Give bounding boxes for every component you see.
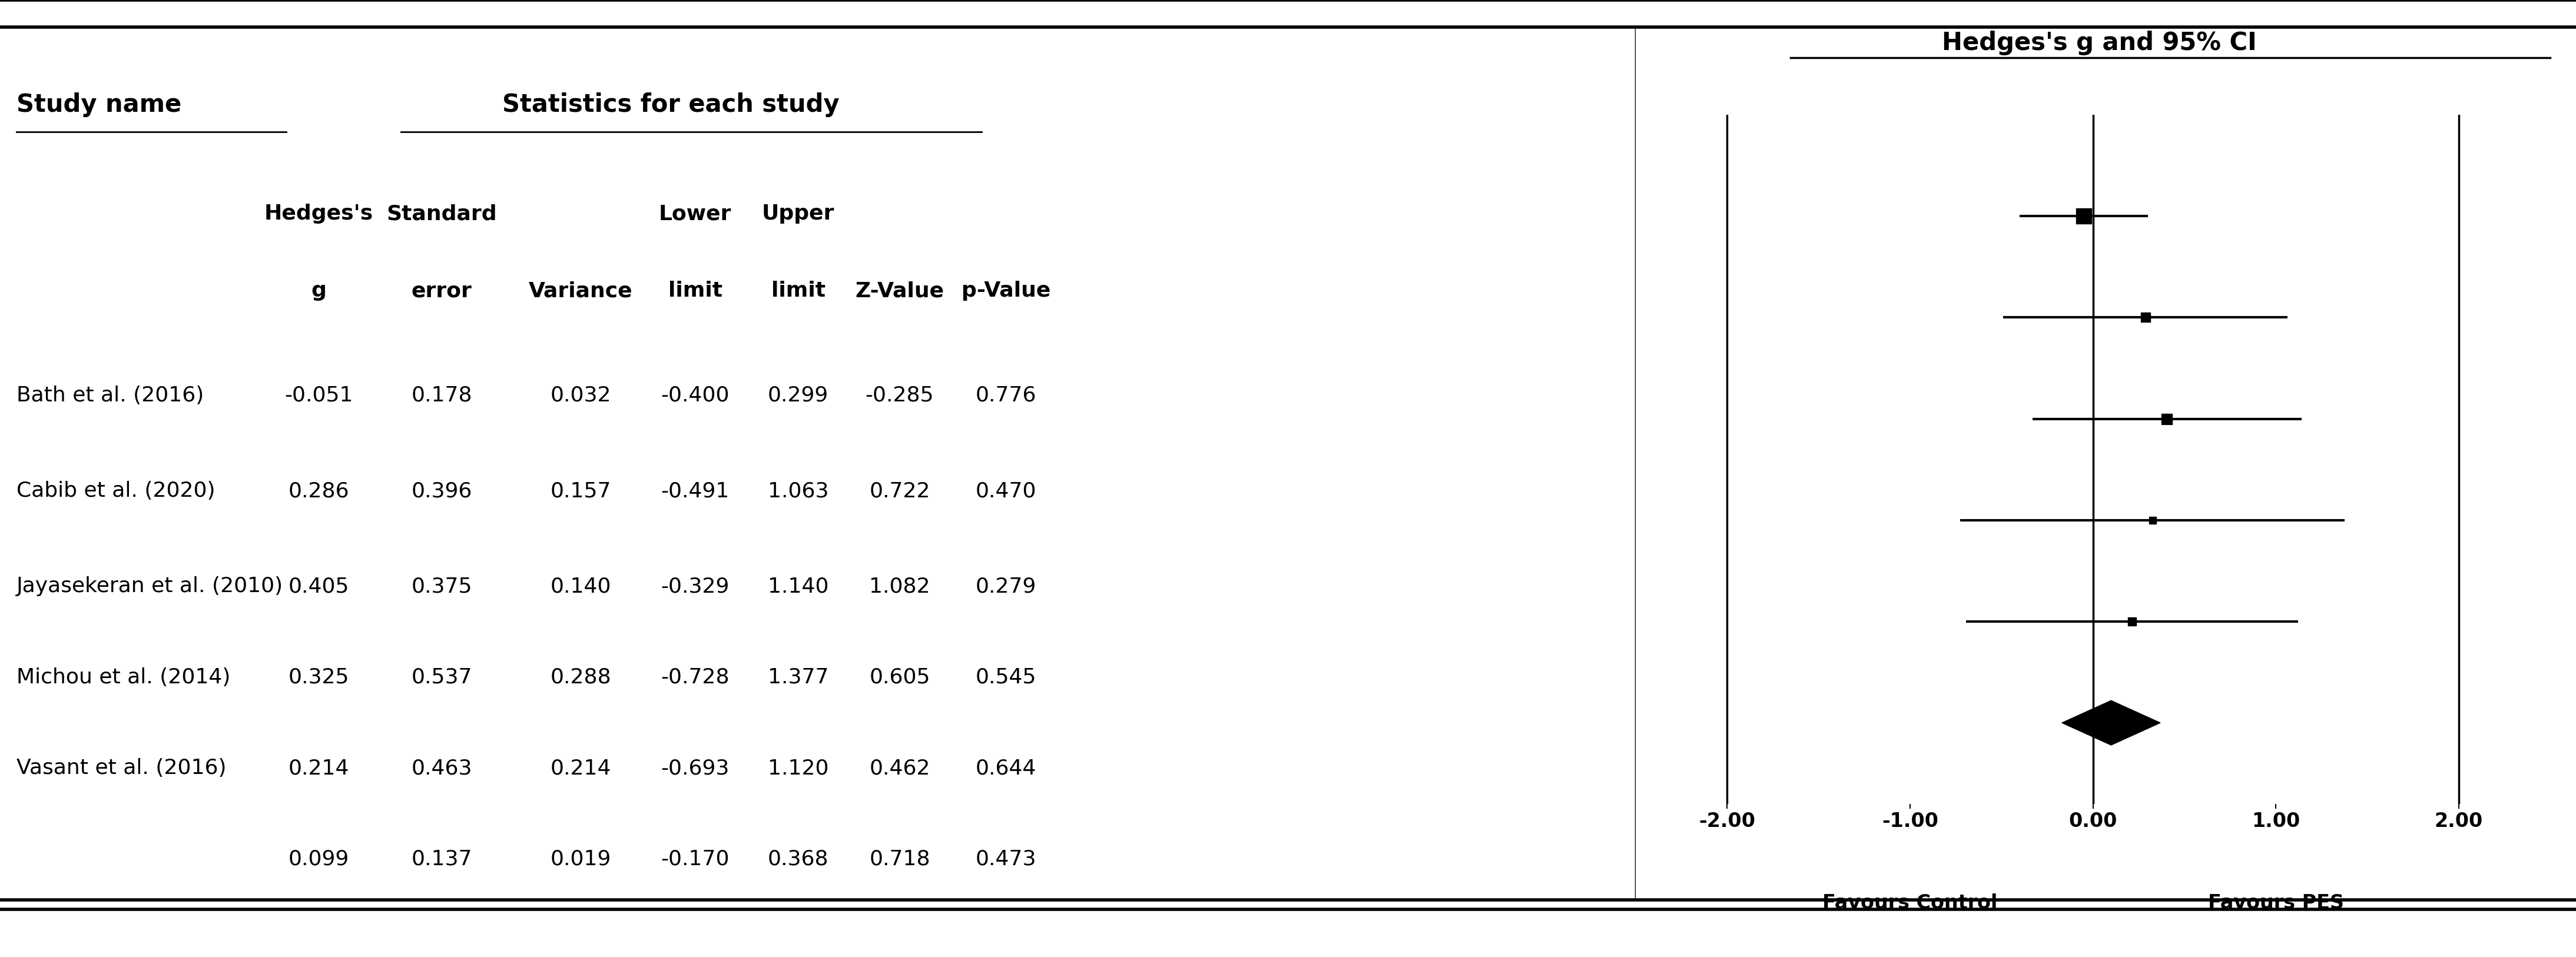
Text: 0.099: 0.099 — [289, 849, 350, 869]
Text: 0.644: 0.644 — [976, 758, 1036, 778]
Text: p-Value: p-Value — [961, 281, 1051, 300]
Text: -0.491: -0.491 — [662, 481, 729, 501]
Text: 1.063: 1.063 — [768, 481, 829, 501]
Text: Standard: Standard — [386, 204, 497, 224]
Text: 1.120: 1.120 — [768, 758, 829, 778]
Text: 0.718: 0.718 — [868, 849, 930, 869]
Text: Z-Value: Z-Value — [855, 281, 945, 300]
Text: Jayasekeran et al. (2010): Jayasekeran et al. (2010) — [15, 576, 283, 596]
Text: 0.473: 0.473 — [976, 849, 1036, 869]
Text: 0.375: 0.375 — [412, 576, 471, 596]
Text: 0.462: 0.462 — [868, 758, 930, 778]
Point — [2146, 412, 2187, 427]
Text: Favours Control: Favours Control — [1824, 894, 1996, 913]
Text: Michou et al. (2014): Michou et al. (2014) — [15, 667, 229, 687]
Point — [2133, 513, 2174, 528]
Text: limit: limit — [770, 281, 824, 300]
Text: Lower: Lower — [659, 204, 732, 224]
Text: -0.051: -0.051 — [286, 386, 353, 406]
Text: 0.178: 0.178 — [412, 386, 471, 406]
Text: 0.545: 0.545 — [976, 667, 1036, 687]
Point — [2063, 209, 2105, 224]
Text: Upper: Upper — [762, 204, 835, 224]
Text: 0.288: 0.288 — [551, 667, 611, 687]
Text: 0.776: 0.776 — [976, 386, 1036, 406]
Text: 0.722: 0.722 — [868, 481, 930, 501]
Text: -0.693: -0.693 — [662, 758, 729, 778]
Text: 0.140: 0.140 — [551, 576, 611, 596]
Text: 0.019: 0.019 — [551, 849, 611, 869]
Text: -0.285: -0.285 — [866, 386, 935, 406]
Text: -0.400: -0.400 — [662, 386, 729, 406]
Text: Favours PES: Favours PES — [2208, 894, 2344, 913]
Polygon shape — [2061, 701, 2161, 746]
Text: 1.377: 1.377 — [768, 667, 829, 687]
Text: Hedges's: Hedges's — [265, 204, 374, 224]
Text: Cabib et al. (2020): Cabib et al. (2020) — [15, 481, 214, 501]
Text: limit: limit — [667, 281, 721, 300]
Text: 0.286: 0.286 — [289, 481, 350, 501]
Text: 0.396: 0.396 — [412, 481, 471, 501]
Text: 0.463: 0.463 — [412, 758, 471, 778]
Text: 1.140: 1.140 — [768, 576, 829, 596]
Text: Study name: Study name — [15, 92, 180, 117]
Text: Hedges's g and 95% CI: Hedges's g and 95% CI — [1942, 31, 2257, 56]
Text: -0.728: -0.728 — [662, 667, 729, 687]
Text: 0.299: 0.299 — [768, 386, 829, 406]
Text: 0.605: 0.605 — [868, 667, 930, 687]
Text: 0.214: 0.214 — [289, 758, 350, 778]
Text: Bath et al. (2016): Bath et al. (2016) — [15, 386, 204, 406]
Point — [2112, 613, 2154, 629]
Text: g: g — [312, 281, 327, 300]
Text: 0.470: 0.470 — [976, 481, 1036, 501]
Text: Statistics for each study: Statistics for each study — [502, 92, 840, 117]
Text: 0.405: 0.405 — [289, 576, 350, 596]
Text: 0.032: 0.032 — [551, 386, 611, 406]
Text: Vasant et al. (2016): Vasant et al. (2016) — [15, 758, 227, 778]
Text: Variance: Variance — [528, 281, 634, 300]
Text: 0.325: 0.325 — [289, 667, 350, 687]
Text: 0.368: 0.368 — [768, 849, 829, 869]
Text: 1.082: 1.082 — [868, 576, 930, 596]
Text: -0.329: -0.329 — [662, 576, 729, 596]
Point — [2125, 310, 2166, 325]
Text: 0.214: 0.214 — [551, 758, 611, 778]
Text: error: error — [412, 281, 471, 300]
Text: 0.279: 0.279 — [976, 576, 1036, 596]
Text: 0.537: 0.537 — [412, 667, 471, 687]
Text: 0.157: 0.157 — [551, 481, 611, 501]
Text: 0.137: 0.137 — [412, 849, 471, 869]
Text: -0.170: -0.170 — [662, 849, 729, 869]
